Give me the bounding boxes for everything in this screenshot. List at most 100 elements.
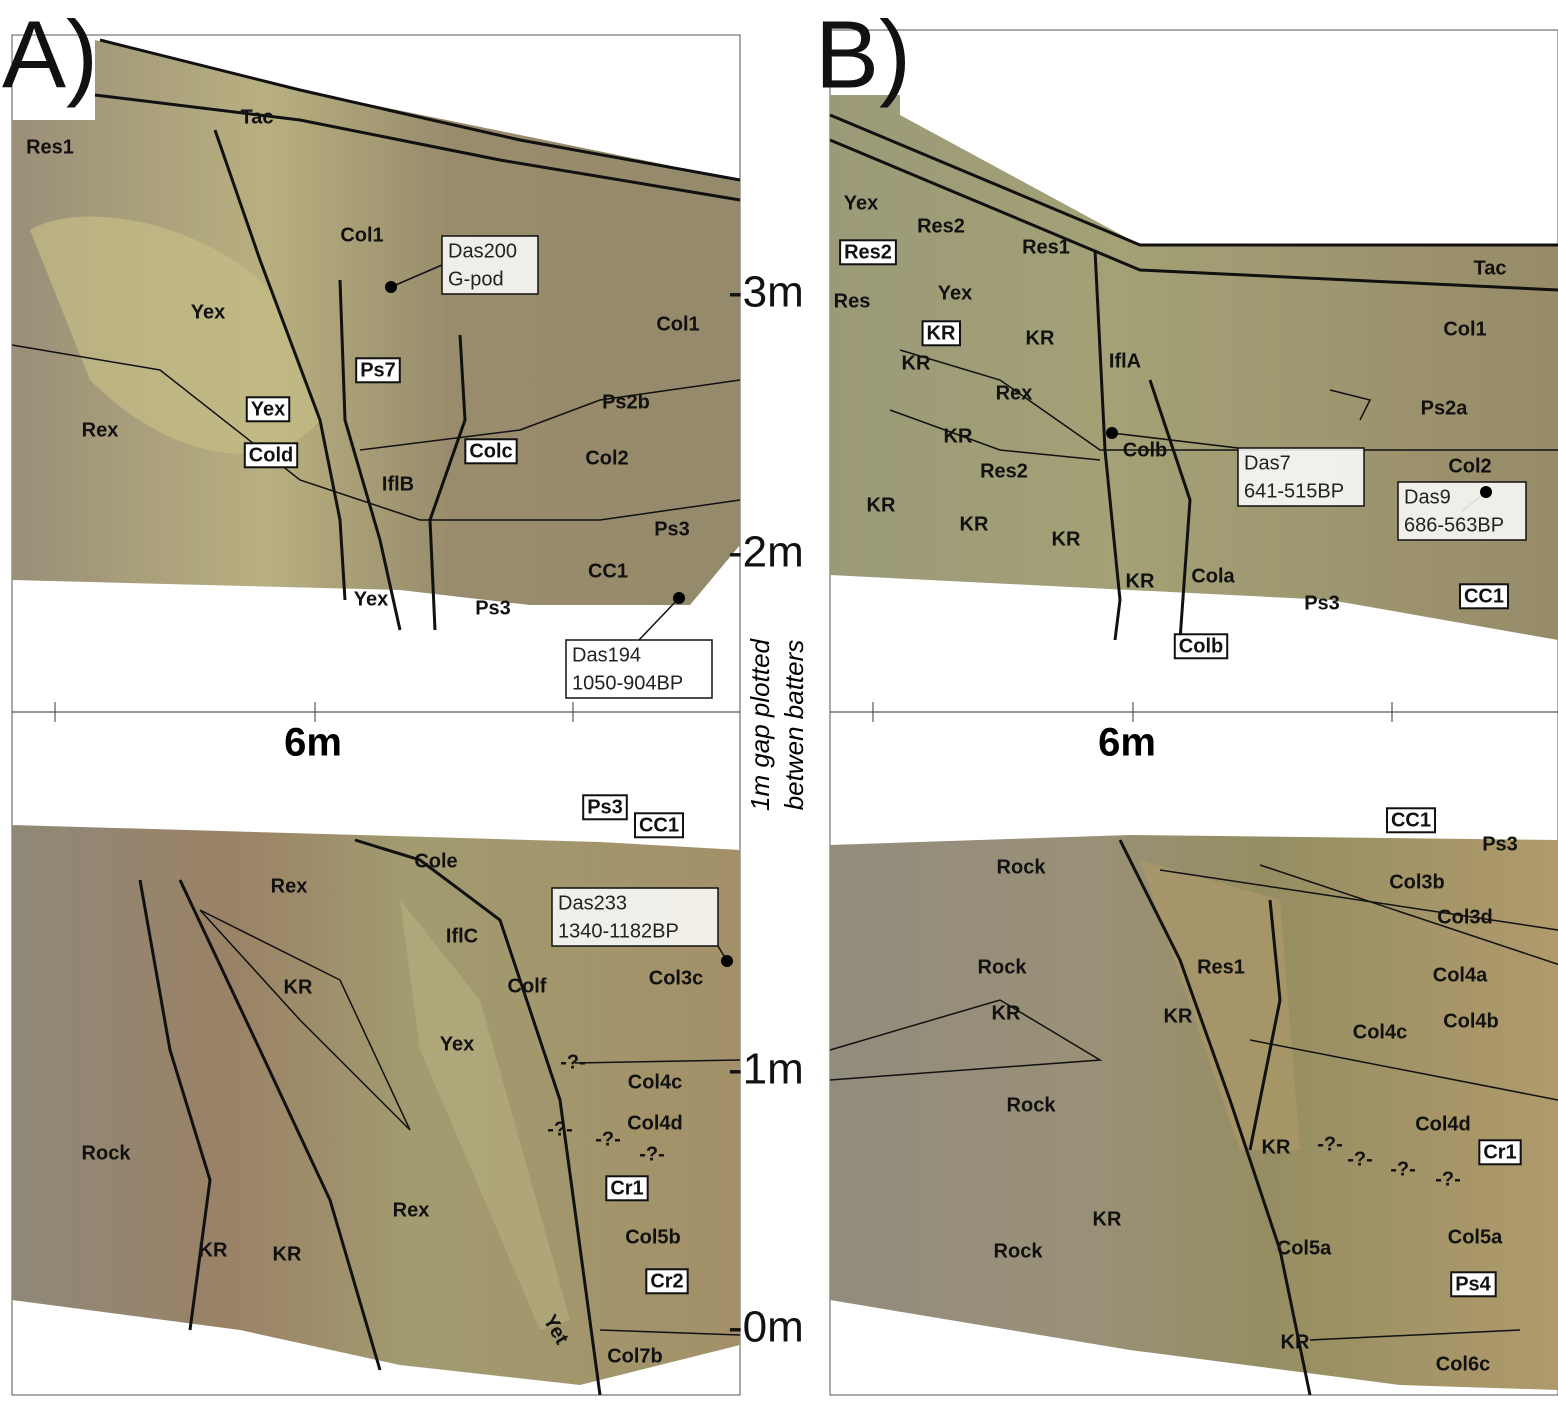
sample-dot xyxy=(673,592,685,604)
unit-label: Res1 xyxy=(1197,956,1245,978)
unit-label: Tac xyxy=(1474,257,1507,279)
unit-label: CC1 xyxy=(588,560,628,582)
sample-id: Das233 xyxy=(558,892,627,914)
boxed-unit-label: Cold xyxy=(249,444,293,466)
boxed-unit-label: Res2 xyxy=(844,241,892,263)
unit-label: Col3d xyxy=(1437,906,1493,928)
unit-label: Rock xyxy=(1007,1094,1057,1116)
unit-label: Res1 xyxy=(1022,236,1070,258)
panel-label: A) xyxy=(2,1,98,108)
unit-label: KR xyxy=(1093,1208,1122,1230)
unit-label: KR xyxy=(1164,1005,1193,1027)
sample: Das194 1050-904BP xyxy=(566,592,712,698)
unit-label: Col4b xyxy=(1443,1010,1499,1032)
boxed-unit-label: Ps4 xyxy=(1455,1273,1491,1295)
unit-label: Ps3 xyxy=(475,597,511,619)
boxed-unit-label: Cr1 xyxy=(1483,1141,1516,1163)
unit-label: Rex xyxy=(271,875,308,897)
panel-label: B) xyxy=(815,1,911,108)
unit-label: Col5b xyxy=(625,1226,681,1248)
depth-tick-label: -2m xyxy=(728,528,804,577)
unit-label: KR xyxy=(867,494,896,516)
unit-label: Res2 xyxy=(917,215,965,237)
unit-label: Col5a xyxy=(1448,1226,1503,1248)
unit-label: Col5a xyxy=(1277,1237,1332,1259)
unit-label: Yex xyxy=(440,1033,474,1055)
unit-label: Rock xyxy=(997,856,1047,878)
unit-label: KR xyxy=(1262,1136,1291,1158)
boxed-unit-label: Colc xyxy=(469,440,512,462)
unit-label: Colf xyxy=(508,975,547,997)
unit-label: Col3c xyxy=(649,967,703,989)
unit-label: -?- xyxy=(547,1118,573,1140)
unit-label: KR xyxy=(1126,570,1155,592)
unit-label: Col6c xyxy=(1436,1353,1490,1375)
unit-label: Col4c xyxy=(628,1071,682,1093)
figure: A)6mTacRes1Col1YexCol1RexPs2bIflBCol2Ps3… xyxy=(0,0,1558,1404)
sample-dot xyxy=(1106,427,1118,439)
unit-label: Yex xyxy=(844,192,878,214)
unit-label: Yex xyxy=(354,588,388,610)
unit-label: Col1 xyxy=(340,224,383,246)
unit-label: Rock xyxy=(978,956,1028,978)
unit-label: Ps3 xyxy=(1482,833,1518,855)
unit-label: Res1 xyxy=(26,136,74,158)
sample-id: Das7 xyxy=(1244,452,1291,474)
sample-age: G-pod xyxy=(448,268,504,290)
unit-label: Colb xyxy=(1123,439,1167,461)
sample-age: 1050-904BP xyxy=(572,672,683,694)
unit-label: Ps3 xyxy=(1304,592,1340,614)
unit-label: Col4d xyxy=(627,1112,683,1134)
unit-label: KR xyxy=(284,976,313,998)
boxed-unit-label: CC1 xyxy=(1464,585,1504,607)
unit-label: KR xyxy=(1026,327,1055,349)
unit-label: KR xyxy=(1052,528,1081,550)
unit-label: Col1 xyxy=(1443,318,1486,340)
sample-age: 1340-1182BP xyxy=(558,920,679,942)
unit-label: Col4d xyxy=(1415,1113,1471,1135)
unit-label: IflA xyxy=(1109,350,1141,372)
boxed-unit-label: Colb xyxy=(1179,635,1223,657)
unit-label: Yex xyxy=(938,282,972,304)
scale-label: 6m xyxy=(1098,721,1156,765)
unit-label: -?- xyxy=(639,1143,665,1165)
unit-label: KR xyxy=(960,513,989,535)
sample-id: Das194 xyxy=(572,644,641,666)
depth-tick-label: -0m xyxy=(728,1303,804,1352)
unit-label: KR xyxy=(902,352,931,374)
unit-label: -?- xyxy=(560,1051,586,1073)
unit-label: Col4a xyxy=(1433,964,1488,986)
unit-label: -?- xyxy=(1317,1133,1343,1155)
unit-label: -?- xyxy=(595,1128,621,1150)
unit-label: Col7b xyxy=(607,1345,663,1367)
unit-label: Res xyxy=(834,290,871,312)
depth-tick-label: -3m xyxy=(728,268,804,317)
unit-label: Col4c xyxy=(1353,1021,1407,1043)
unit-label: Col2 xyxy=(585,447,628,469)
unit-label: Rex xyxy=(393,1199,430,1221)
unit-label: Tac xyxy=(241,106,274,128)
sample-dot xyxy=(1480,486,1492,498)
boxed-unit-label: Ps7 xyxy=(360,359,396,381)
boxed-unit-label: CC1 xyxy=(639,814,679,836)
boxed-unit-label: Cr2 xyxy=(650,1270,683,1292)
unit-label: Col1 xyxy=(656,313,699,335)
unit-label: Ps2b xyxy=(602,391,650,413)
boxed-unit-label: Ps3 xyxy=(587,796,623,818)
sample-dot xyxy=(721,955,733,967)
unit-label: IflC xyxy=(446,925,478,947)
unit-label: Yex xyxy=(191,301,225,323)
sample-id: Das9 xyxy=(1404,486,1451,508)
unit-label: -?- xyxy=(1347,1148,1373,1170)
unit-label: Cola xyxy=(1191,565,1235,587)
boxed-unit-label: CC1 xyxy=(1391,809,1431,831)
unit-label: Col2 xyxy=(1448,455,1491,477)
unit-label: Res2 xyxy=(980,460,1028,482)
unit-label: Ps3 xyxy=(654,518,690,540)
sample-age: 641-515BP xyxy=(1244,480,1344,502)
depth-tick-label: -1m xyxy=(728,1045,804,1094)
unit-label: Col3b xyxy=(1389,871,1445,893)
boxed-unit-label: KR xyxy=(927,322,956,344)
unit-label: -?- xyxy=(1435,1168,1461,1190)
